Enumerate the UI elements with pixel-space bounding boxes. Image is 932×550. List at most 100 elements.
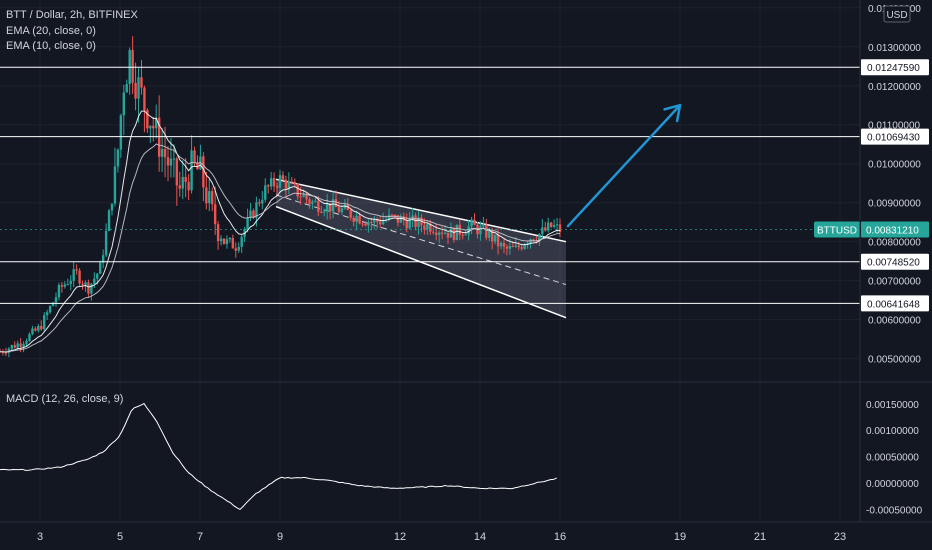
- candle-body: [308, 199, 311, 204]
- candle-body: [261, 199, 264, 204]
- candle-body: [104, 230, 108, 256]
- time-tick-label: 12: [394, 531, 406, 543]
- candle-body: [28, 333, 31, 341]
- candle-body: [440, 232, 444, 234]
- candle-body: [13, 345, 16, 348]
- candle-body: [367, 222, 370, 226]
- candle-body: [449, 228, 453, 238]
- time-tick-label: 21: [754, 531, 766, 543]
- candle-body: [155, 117, 158, 129]
- current-price-label: 0.00831210: [866, 226, 919, 237]
- candle-body: [72, 269, 75, 281]
- grid: [0, 0, 860, 522]
- ema10-legend[interactable]: EMA (10, close, 0): [6, 40, 96, 52]
- candle-body: [467, 226, 470, 235]
- candle-body: [196, 162, 199, 170]
- candle-body: [140, 77, 143, 88]
- candle-body: [287, 181, 291, 190]
- level-price-label-bg: [861, 295, 929, 312]
- candle-body: [278, 175, 282, 188]
- candle-body: [101, 255, 105, 263]
- price-tick-label: 0.01200000: [868, 82, 921, 93]
- candle-body: [258, 202, 261, 204]
- candle-body: [552, 225, 556, 227]
- currency-badge[interactable]: [883, 5, 911, 23]
- candle-body: [178, 185, 181, 189]
- symbol-title[interactable]: BTT / Dollar, 2h, BITFINEX: [6, 9, 138, 21]
- candle-body: [157, 117, 161, 157]
- candle-body: [334, 199, 338, 208]
- candle-body: [119, 115, 123, 150]
- candle-body: [523, 244, 526, 249]
- candle-body: [493, 234, 497, 242]
- candle-body: [284, 179, 288, 190]
- candle-body: [166, 157, 170, 166]
- level-price-label: 0.00748520: [867, 258, 920, 269]
- level-price-label: 0.01069430: [867, 133, 920, 144]
- candle-body: [255, 202, 258, 218]
- candle-body: [51, 302, 55, 307]
- macd-series-line: [0, 402, 558, 511]
- candle-body: [473, 219, 476, 225]
- candle-body: [137, 77, 140, 99]
- candle-body: [4, 352, 8, 354]
- candle-body: [320, 211, 323, 213]
- candle-body: [549, 222, 553, 227]
- candle-body: [429, 223, 432, 232]
- candle-body: [219, 238, 223, 242]
- candle-body: [16, 343, 19, 348]
- channel-upper-line: [275, 178, 567, 243]
- candle-body: [216, 224, 220, 242]
- candle-body: [143, 87, 146, 110]
- candle-body: [323, 211, 326, 213]
- candle-body: [458, 224, 461, 235]
- candle-body: [205, 187, 208, 204]
- candle-body: [84, 282, 87, 285]
- candle-body: [358, 215, 361, 224]
- price-tick-label: 0.00600000: [868, 316, 921, 327]
- candle-body: [302, 194, 305, 197]
- candle-body: [364, 223, 367, 226]
- candle-body: [234, 248, 237, 251]
- candle-body: [246, 217, 249, 229]
- candle-body: [169, 158, 173, 166]
- candle-body: [508, 246, 512, 249]
- candle-body: [69, 280, 72, 285]
- candle-body: [87, 282, 90, 294]
- macd-tick-label: 0.00150000: [866, 400, 919, 411]
- candle-body: [305, 194, 308, 200]
- candle-body: [60, 285, 64, 287]
- candle-body: [470, 219, 473, 227]
- candle-body: [311, 201, 314, 204]
- projection-arrow[interactable]: [566, 103, 682, 228]
- candle-body: [290, 181, 293, 183]
- candle-body: [193, 150, 196, 163]
- candle-body: [337, 207, 341, 213]
- candle-body: [81, 283, 84, 285]
- candle-body: [299, 196, 302, 198]
- candle-body: [54, 297, 58, 303]
- macd-legend[interactable]: MACD (12, 26, close, 9): [6, 393, 123, 405]
- candle-body: [122, 92, 125, 116]
- candle-body: [48, 306, 52, 313]
- candle-body: [479, 226, 482, 235]
- candle-body: [172, 158, 176, 160]
- candle-body: [43, 315, 46, 330]
- time-tick-label: 19: [674, 531, 686, 543]
- candle-body: [213, 204, 217, 225]
- horizontal-levels[interactable]: 0.01247590 0.01069430 0.00748520 0.00641648…: [0, 59, 929, 312]
- candle-body: [511, 246, 515, 248]
- candle-body: [107, 210, 111, 231]
- macd-tick-label: -0.00050000: [866, 505, 923, 516]
- candle-body: [355, 215, 358, 222]
- ema20-legend[interactable]: EMA (20, close, 0): [6, 25, 96, 37]
- price-tick-label: 0.01000000: [868, 160, 921, 171]
- candle-body: [293, 181, 296, 184]
- candle-body: [66, 284, 69, 286]
- candle-body: [252, 210, 255, 218]
- candle-body: [379, 221, 382, 225]
- macd-line: [0, 402, 558, 511]
- candle-body: [125, 84, 128, 93]
